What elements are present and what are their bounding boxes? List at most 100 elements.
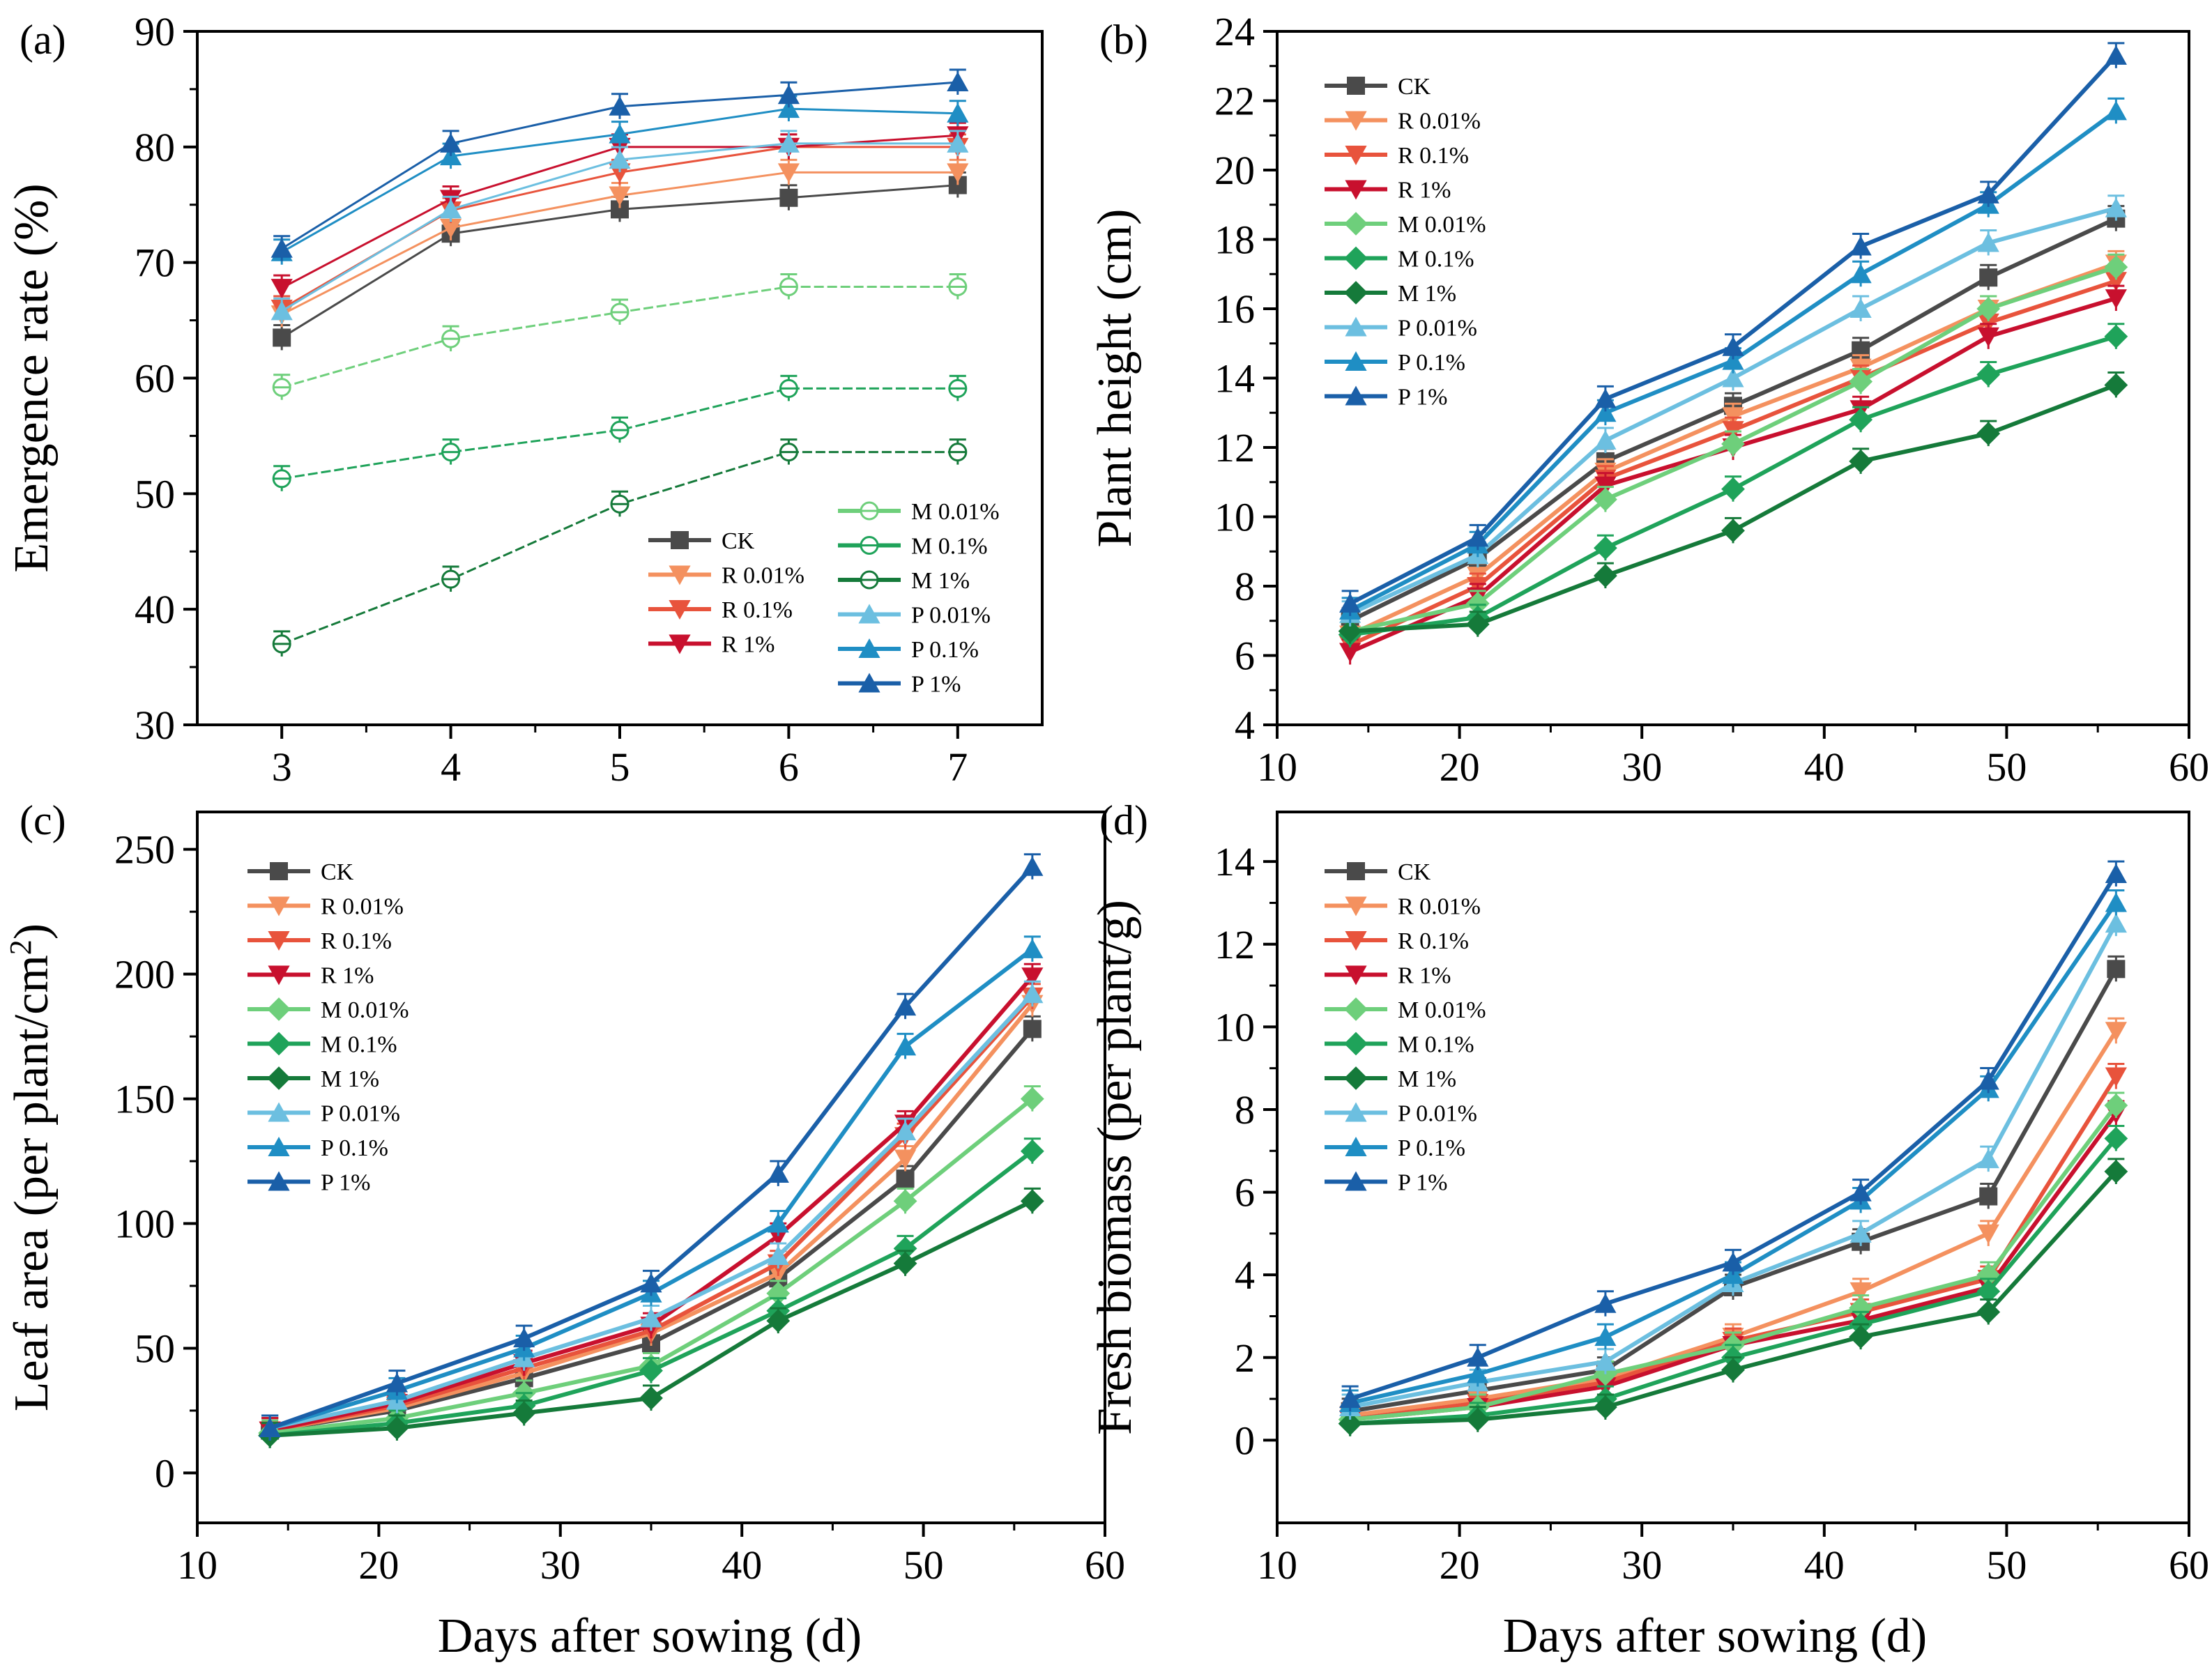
data-point xyxy=(1593,536,1617,560)
y-tick-label: 8 xyxy=(1235,1087,1255,1133)
y-axis-title: Leaf area (per plant/cm2) xyxy=(3,923,59,1411)
legend-label: P 0.1% xyxy=(1398,350,1465,376)
legend-label: R 0.01% xyxy=(1398,109,1481,135)
y-tick-label: 10 xyxy=(1214,1004,1255,1050)
data-point xyxy=(609,123,631,144)
legend-label: M 0.1% xyxy=(1398,1032,1474,1058)
legend-marker xyxy=(268,1171,290,1191)
data-point xyxy=(1849,236,1872,256)
data-point xyxy=(766,1309,791,1333)
data-point xyxy=(1339,1388,1361,1409)
y-tick-label: 24 xyxy=(1214,9,1255,54)
data-point xyxy=(1338,619,1362,643)
data-point xyxy=(1722,350,1744,370)
panel-label: (c) xyxy=(20,797,66,843)
legend-marker xyxy=(267,997,291,1021)
legend-marker xyxy=(1344,281,1368,305)
legend-label: CK xyxy=(722,528,755,554)
y-tick-label: 70 xyxy=(135,240,175,286)
y-tick-label: 12 xyxy=(1214,922,1255,967)
legend-marker xyxy=(671,531,689,549)
y-tick-label: 50 xyxy=(135,1326,175,1371)
legend-marker xyxy=(268,965,290,985)
legend-label: M 0.1% xyxy=(911,534,988,560)
legend-marker xyxy=(1344,997,1368,1021)
legend-label: R 0.1% xyxy=(1398,143,1469,169)
legend-marker xyxy=(1344,1031,1368,1056)
legend-marker xyxy=(1347,862,1365,880)
data-point xyxy=(893,1251,917,1275)
data-point xyxy=(273,328,291,347)
legend: CK R 0.01% R 0.1% R 1% M 0.01% M 0.1% M 1% P 0.… xyxy=(247,859,409,1196)
data-point xyxy=(2105,864,2127,883)
legend-marker xyxy=(268,896,290,916)
data-point xyxy=(1594,1293,1617,1313)
data-point xyxy=(2105,272,2127,292)
legend-marker xyxy=(1347,77,1365,95)
data-point xyxy=(1977,1224,1999,1244)
x-axis-title-bottom-left: Days after sowing (d) xyxy=(438,1609,862,1663)
y-tick-label: 12 xyxy=(1214,425,1255,470)
legend-label: R 0.1% xyxy=(722,597,793,623)
data-point xyxy=(947,132,969,153)
data-point xyxy=(640,1307,662,1328)
data-point xyxy=(1849,1181,1872,1202)
data-point xyxy=(896,1169,915,1188)
panel-2: 10 20 30 40 50 60 4 6 8 10 12 14 16 18 20 22 24 (b) Plant … xyxy=(1088,9,2209,790)
x-axis-title-bottom-right: Days after sowing (d) xyxy=(1503,1609,1927,1663)
series-m001 xyxy=(272,273,968,400)
legend-label: M 1% xyxy=(321,1066,379,1092)
x-tick-label: 6 xyxy=(779,744,799,790)
data-point xyxy=(1979,1187,1998,1206)
legend-label: P 1% xyxy=(1398,385,1447,411)
legend-label: P 0.1% xyxy=(1398,1135,1465,1161)
data-point xyxy=(2104,1126,2128,1151)
data-point xyxy=(2105,100,2127,121)
legend-label: M 0.01% xyxy=(1398,997,1486,1023)
data-point xyxy=(1849,1296,1873,1320)
data-point xyxy=(1021,983,1044,1004)
data-point xyxy=(1977,1070,1999,1090)
data-point xyxy=(2105,289,2127,309)
data-point xyxy=(1594,1326,1617,1347)
legend-marker xyxy=(268,1102,290,1122)
legend-marker xyxy=(669,634,691,654)
data-point xyxy=(1976,422,2001,445)
y-tick-label: 0 xyxy=(155,1450,175,1496)
legend-marker xyxy=(1344,246,1368,270)
data-point xyxy=(777,98,800,118)
data-point xyxy=(512,1401,536,1425)
data-point xyxy=(1465,1407,1490,1432)
data-point xyxy=(894,1036,917,1056)
panel-3: 10 20 30 40 50 60 0 50 100 150 200 250 (c) Leaf area … xyxy=(3,797,1126,1588)
data-point xyxy=(440,132,462,153)
x-tick-label: 10 xyxy=(1257,744,1297,790)
data-point xyxy=(1594,402,1617,422)
legend-marker xyxy=(267,1031,291,1056)
data-point xyxy=(1849,298,1872,318)
legend-marker xyxy=(1344,1066,1368,1090)
panel-label: (a) xyxy=(20,17,66,63)
legend-label: P 1% xyxy=(1398,1170,1447,1196)
data-point xyxy=(947,72,969,91)
legend-label: M 0.1% xyxy=(321,1032,397,1058)
legend-marker xyxy=(669,600,691,620)
legend-label: CK xyxy=(1398,74,1431,100)
legend-marker xyxy=(858,604,880,624)
data-point xyxy=(2104,255,2128,279)
x-tick-label: 60 xyxy=(2169,744,2209,790)
data-point xyxy=(1020,1139,1044,1163)
legend-marker xyxy=(1345,965,1367,985)
data-point xyxy=(1020,1189,1044,1213)
data-point xyxy=(1976,362,2001,387)
series-p1 xyxy=(1339,42,2127,616)
x-tick-label: 50 xyxy=(1986,1542,2027,1588)
data-point xyxy=(1976,1300,2001,1324)
data-point xyxy=(947,102,969,123)
y-tick-label: 60 xyxy=(135,356,175,401)
data-point xyxy=(1339,643,1361,663)
data-point xyxy=(2105,1022,2127,1042)
data-point xyxy=(1721,1358,1745,1382)
data-point xyxy=(386,1372,409,1393)
data-point xyxy=(1849,408,1873,432)
